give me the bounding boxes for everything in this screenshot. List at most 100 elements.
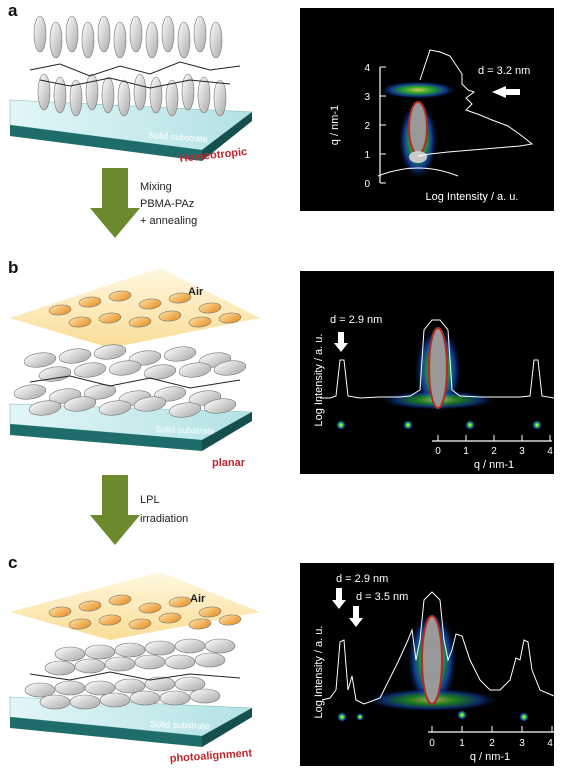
mesogen bbox=[114, 678, 146, 694]
c-d-label-2: d = 3.5 nm bbox=[356, 591, 408, 603]
polymer-chain bbox=[29, 61, 241, 77]
mesogen bbox=[128, 350, 162, 366]
azobenzene-unit bbox=[98, 312, 122, 324]
azobenzene-unit bbox=[218, 614, 242, 626]
mesogen bbox=[97, 15, 111, 53]
b-x-axis-label: q / nm-1 bbox=[474, 459, 514, 471]
step-arrow-1 bbox=[90, 168, 140, 238]
c-xtick-3: 3 bbox=[519, 738, 525, 749]
azobenzene-unit bbox=[68, 618, 92, 630]
polymer-chain bbox=[39, 77, 231, 89]
c-peak-arrow-1 bbox=[332, 588, 346, 609]
step1-line2: PBMA-PAz bbox=[140, 198, 194, 210]
mesogen bbox=[101, 76, 115, 114]
a-ytick-1: 1 bbox=[364, 150, 370, 161]
substrate-label-c: Solid substrate bbox=[150, 719, 210, 731]
mesogen bbox=[159, 690, 191, 706]
mesogen bbox=[153, 386, 187, 402]
azobenzene-unit bbox=[188, 618, 212, 630]
step1-line1: Mixing bbox=[140, 181, 172, 193]
mesogen bbox=[54, 646, 86, 662]
mesogen bbox=[98, 400, 132, 416]
mesogen bbox=[174, 638, 206, 654]
mesogen bbox=[129, 15, 143, 53]
mesogen bbox=[104, 656, 136, 672]
azobenzene-unit bbox=[78, 296, 102, 308]
b-y-axis-label: Log Intensity / a. u. bbox=[313, 334, 325, 427]
azobenzene-unit bbox=[218, 312, 242, 324]
mesogen bbox=[129, 690, 161, 706]
azobenzene-unit bbox=[48, 304, 72, 316]
mesogen bbox=[161, 15, 175, 53]
mesogen bbox=[85, 73, 99, 111]
panel-label-a: a bbox=[8, 1, 18, 20]
substrate-label-b: Solid substrate bbox=[155, 424, 215, 436]
b-xtick-4: 4 bbox=[547, 446, 553, 457]
spectrum-a: 4 3 2 1 0 q / nm-1 Log Intensity / a. u.… bbox=[300, 8, 554, 211]
a-peak-arrow bbox=[492, 86, 520, 98]
azobenzene-layer-c bbox=[48, 594, 242, 630]
b-peak-arrow bbox=[334, 332, 348, 352]
panel-label-b: b bbox=[8, 258, 18, 277]
mesogen bbox=[13, 384, 47, 400]
c-xtick-0: 0 bbox=[429, 738, 435, 749]
azobenzene-layer-b bbox=[48, 290, 242, 328]
mesogen bbox=[53, 76, 67, 114]
mesogen bbox=[84, 644, 116, 660]
orientation-label-c: photoalignment bbox=[169, 747, 252, 765]
homeotropic-molecules bbox=[29, 15, 241, 117]
mesogen bbox=[73, 362, 107, 378]
step1-line3: + annealing bbox=[140, 215, 197, 227]
azobenzene-unit bbox=[158, 612, 182, 624]
azobenzene-unit bbox=[78, 600, 102, 612]
mesogen bbox=[83, 384, 117, 400]
azobenzene-unit bbox=[108, 290, 132, 302]
a-ytick-0: 0 bbox=[364, 179, 370, 190]
b-xtick-1: 1 bbox=[463, 446, 469, 457]
mesogen bbox=[177, 21, 191, 59]
mesogen bbox=[168, 402, 202, 418]
spectrum-b: 0 1 2 3 4 q / nm-1 Log Intensity / a. u.… bbox=[300, 271, 555, 474]
mesogen bbox=[149, 76, 163, 114]
azobenzene-unit bbox=[138, 298, 162, 310]
mesogen bbox=[143, 364, 177, 380]
c-xtick-1: 1 bbox=[459, 738, 465, 749]
mesogen bbox=[134, 654, 166, 670]
mesogen bbox=[133, 73, 147, 111]
a-ytick-4: 4 bbox=[364, 63, 370, 74]
mesogen bbox=[213, 360, 247, 376]
step-irradiation: LPL irradiation bbox=[90, 475, 188, 545]
photoaligned-molecules bbox=[24, 638, 241, 710]
mesogen bbox=[108, 360, 142, 376]
mesogen bbox=[69, 694, 101, 710]
step2-line2: irradiation bbox=[140, 513, 188, 525]
c-x-axis-label: q / nm-1 bbox=[470, 751, 510, 763]
mesogen bbox=[24, 682, 56, 698]
mesogen bbox=[74, 658, 106, 674]
a-x-axis-label: Log Intensity / a. u. bbox=[426, 191, 519, 203]
azobenzene-unit bbox=[128, 618, 152, 630]
step2-line1: LPL bbox=[140, 494, 160, 506]
mesogen bbox=[37, 73, 51, 111]
panel-label-c: c bbox=[8, 553, 17, 572]
mesogen bbox=[49, 21, 63, 59]
mesogen bbox=[93, 344, 127, 360]
air-layer-b bbox=[10, 268, 260, 348]
polymer-chain bbox=[29, 671, 241, 681]
azobenzene-unit bbox=[48, 606, 72, 618]
c-xtick-2: 2 bbox=[489, 738, 495, 749]
mesogen bbox=[165, 79, 179, 117]
azobenzene-unit bbox=[68, 316, 92, 328]
mesogen bbox=[114, 642, 146, 658]
spectrum-c: 0 1 2 3 4 q / nm-1 Log Intensity / a. u.… bbox=[300, 563, 555, 766]
mesogen bbox=[33, 15, 47, 53]
mesogen bbox=[39, 694, 71, 710]
azobenzene-unit bbox=[158, 310, 182, 322]
azobenzene-unit bbox=[108, 594, 132, 606]
mesogen bbox=[144, 640, 176, 656]
mesogen bbox=[65, 15, 79, 53]
orientation-label-b: planar bbox=[212, 457, 246, 469]
azobenzene-unit bbox=[168, 292, 192, 304]
mesogen bbox=[28, 400, 62, 416]
